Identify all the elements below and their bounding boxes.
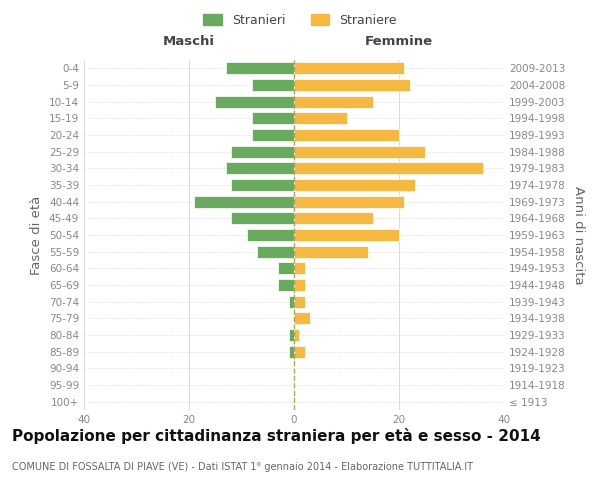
Bar bbox=[226, 62, 294, 74]
Bar bbox=[294, 246, 367, 258]
Y-axis label: Fasce di età: Fasce di età bbox=[31, 196, 43, 274]
Bar bbox=[252, 112, 294, 124]
Bar bbox=[294, 296, 305, 308]
Bar bbox=[294, 212, 373, 224]
Bar bbox=[278, 279, 294, 291]
Bar bbox=[215, 96, 294, 108]
Bar bbox=[194, 196, 294, 207]
Bar bbox=[294, 312, 310, 324]
Bar bbox=[294, 79, 409, 91]
Bar bbox=[294, 162, 483, 174]
Bar bbox=[294, 196, 404, 207]
Bar bbox=[294, 62, 404, 74]
Bar bbox=[294, 146, 425, 158]
Bar bbox=[231, 146, 294, 158]
Bar bbox=[289, 329, 294, 341]
Bar bbox=[226, 162, 294, 174]
Bar bbox=[252, 79, 294, 91]
Bar bbox=[294, 179, 415, 191]
Bar bbox=[231, 212, 294, 224]
Bar bbox=[278, 262, 294, 274]
Bar bbox=[294, 96, 373, 108]
Bar bbox=[294, 279, 305, 291]
Bar bbox=[294, 112, 347, 124]
Bar bbox=[294, 129, 399, 141]
Bar bbox=[257, 246, 294, 258]
Bar bbox=[247, 229, 294, 241]
Bar bbox=[289, 346, 294, 358]
Bar bbox=[231, 179, 294, 191]
Bar bbox=[289, 296, 294, 308]
Y-axis label: Anni di nascita: Anni di nascita bbox=[572, 186, 585, 284]
Bar bbox=[252, 129, 294, 141]
Bar bbox=[294, 346, 305, 358]
Bar bbox=[294, 329, 299, 341]
Bar bbox=[294, 229, 399, 241]
Legend: Stranieri, Straniere: Stranieri, Straniere bbox=[198, 8, 402, 32]
Text: Maschi: Maschi bbox=[163, 36, 215, 49]
Text: Femmine: Femmine bbox=[365, 36, 433, 49]
Text: Popolazione per cittadinanza straniera per età e sesso - 2014: Popolazione per cittadinanza straniera p… bbox=[12, 428, 541, 444]
Bar bbox=[294, 262, 305, 274]
Text: COMUNE DI FOSSALTA DI PIAVE (VE) - Dati ISTAT 1° gennaio 2014 - Elaborazione TUT: COMUNE DI FOSSALTA DI PIAVE (VE) - Dati … bbox=[12, 462, 473, 472]
